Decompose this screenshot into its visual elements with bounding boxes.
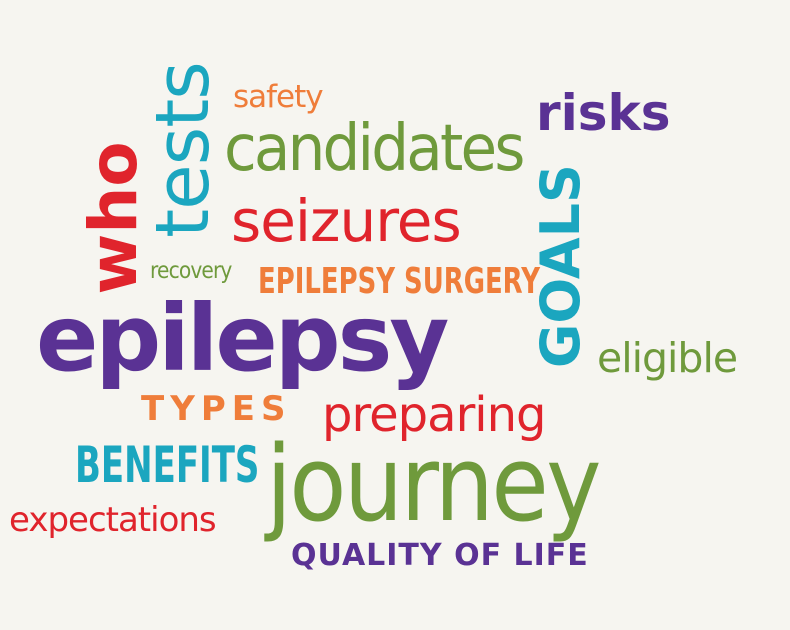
word-seizures: seizures (231, 187, 462, 255)
word-preparing: preparing (322, 387, 547, 443)
word-recovery: recovery (150, 258, 232, 284)
word-candidates: candidates (224, 112, 525, 186)
word-tests: tests (140, 62, 226, 238)
word-risks: risks (536, 84, 671, 142)
word-benefits: BENEFITS (75, 436, 260, 494)
word-epilepsy: epilepsy (36, 285, 449, 392)
word-safety: safety (233, 79, 324, 115)
word-goals: GOALS (529, 164, 592, 368)
word-journey: journey (266, 423, 602, 545)
word-expectations: expectations (9, 500, 217, 540)
word-quality-of-life: QUALITY OF LIFE (291, 538, 589, 573)
word-types: TYPES (141, 389, 292, 429)
word-epilepsy-surgery: EPILEPSY SURGERY (258, 261, 541, 302)
word-eligible: eligible (597, 334, 738, 382)
word-who: who (75, 141, 152, 295)
